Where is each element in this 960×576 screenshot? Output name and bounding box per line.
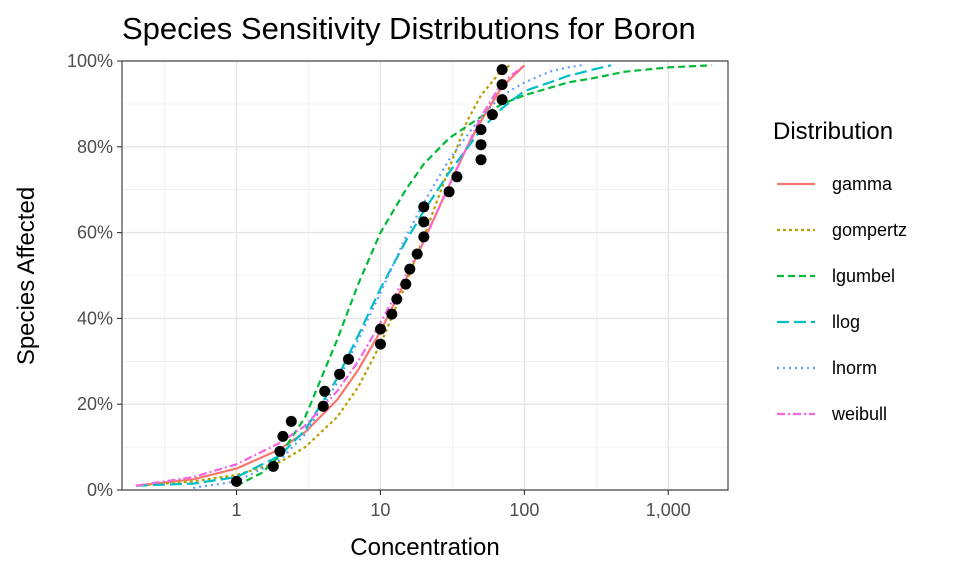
y-tick-label: 20% bbox=[77, 394, 113, 414]
y-tick-label: 60% bbox=[77, 223, 113, 243]
observation-point bbox=[334, 368, 346, 380]
legend-item-lnorm: lnorm bbox=[777, 358, 877, 378]
legend-item-gompertz: gompertz bbox=[777, 220, 907, 240]
observation-point bbox=[411, 248, 423, 260]
x-tick-label: 1 bbox=[232, 500, 242, 520]
y-tick-label: 100% bbox=[67, 51, 113, 71]
observation-point bbox=[451, 171, 463, 183]
legend-item-lgumbel: lgumbel bbox=[777, 266, 895, 286]
observation-point bbox=[496, 64, 508, 76]
observation-point bbox=[375, 338, 386, 350]
y-axis-title: Species Affected bbox=[13, 187, 40, 365]
legend-label-lgumbel: lgumbel bbox=[832, 266, 895, 286]
observation-point bbox=[343, 353, 354, 365]
curve-lnorm bbox=[193, 64, 582, 489]
observation-point bbox=[285, 415, 297, 427]
x-tick-label: 100 bbox=[509, 500, 539, 520]
observation-point bbox=[391, 293, 403, 305]
legend-items: gamma gompertz lgumbel llog lnorm weibull bbox=[777, 174, 907, 424]
observation-point bbox=[317, 400, 329, 412]
observation-point bbox=[400, 278, 412, 290]
observation-point bbox=[267, 460, 279, 472]
observation-point bbox=[486, 109, 498, 121]
observation-point bbox=[496, 79, 508, 91]
legend-label-weibull: weibull bbox=[831, 404, 887, 424]
y-tick-label: 80% bbox=[77, 137, 113, 157]
legend-label-lnorm: lnorm bbox=[832, 358, 877, 378]
observation-point bbox=[418, 201, 430, 213]
y-tick-label: 0% bbox=[87, 480, 113, 500]
legend-item-gamma: gamma bbox=[777, 174, 893, 194]
observation-point bbox=[475, 124, 487, 136]
observation-point bbox=[375, 323, 386, 335]
chart-title: Species Sensitivity Distributions for Bo… bbox=[122, 11, 696, 46]
observation-point bbox=[496, 94, 508, 106]
legend-label-gamma: gamma bbox=[832, 174, 893, 194]
legend-title: Distribution bbox=[773, 118, 893, 145]
observation-point bbox=[274, 445, 286, 457]
observation-point bbox=[418, 216, 430, 228]
observed-points bbox=[231, 64, 508, 487]
x-tick-label: 10 bbox=[370, 500, 390, 520]
legend-item-llog: llog bbox=[777, 312, 860, 332]
x-axis: 1 10 100 1,000 bbox=[232, 490, 691, 520]
observation-point bbox=[231, 475, 242, 487]
distribution-curves bbox=[135, 64, 712, 489]
minor-gridlines bbox=[122, 61, 728, 490]
legend: Distribution gamma gompertz lgumbel llog lno… bbox=[773, 118, 907, 424]
x-axis-title: Concentration bbox=[350, 534, 499, 561]
observation-point bbox=[475, 154, 487, 166]
observation-point bbox=[475, 139, 487, 151]
curve-gompertz bbox=[135, 64, 511, 487]
plot-panel-border bbox=[121, 60, 729, 491]
observation-point bbox=[443, 186, 455, 198]
legend-label-gompertz: gompertz bbox=[832, 220, 907, 240]
legend-item-weibull: weibull bbox=[777, 404, 887, 424]
x-tick-label: 1,000 bbox=[646, 500, 691, 520]
observation-point bbox=[418, 231, 430, 243]
curve-llog bbox=[135, 64, 612, 487]
observation-point bbox=[386, 308, 398, 320]
observation-point bbox=[277, 430, 289, 442]
y-tick-label: 40% bbox=[77, 308, 113, 328]
observation-point bbox=[404, 263, 416, 275]
observation-point bbox=[319, 385, 331, 397]
curve-lgumbel bbox=[236, 64, 712, 487]
legend-label-llog: llog bbox=[832, 312, 860, 332]
y-axis: 0% 20% 40% 60% 80% 100% bbox=[67, 51, 122, 500]
